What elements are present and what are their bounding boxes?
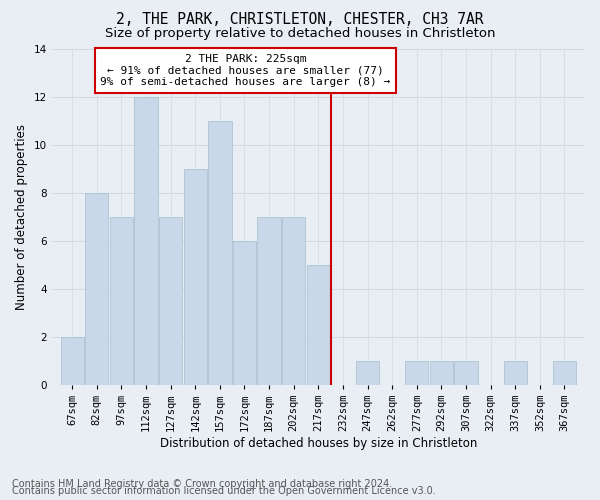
Bar bbox=[85, 193, 109, 385]
Text: Contains public sector information licensed under the Open Government Licence v3: Contains public sector information licen… bbox=[12, 486, 436, 496]
Bar bbox=[307, 265, 330, 385]
Text: 2 THE PARK: 225sqm
← 91% of detached houses are smaller (77)
9% of semi-detached: 2 THE PARK: 225sqm ← 91% of detached hou… bbox=[100, 54, 391, 87]
Bar bbox=[282, 217, 305, 385]
Bar bbox=[430, 361, 453, 385]
Bar bbox=[405, 361, 428, 385]
Bar bbox=[208, 121, 232, 385]
Bar bbox=[233, 241, 256, 385]
Y-axis label: Number of detached properties: Number of detached properties bbox=[15, 124, 28, 310]
Bar bbox=[134, 97, 158, 385]
Bar bbox=[257, 217, 281, 385]
Bar bbox=[110, 217, 133, 385]
Text: Contains HM Land Registry data © Crown copyright and database right 2024.: Contains HM Land Registry data © Crown c… bbox=[12, 479, 392, 489]
Bar bbox=[553, 361, 576, 385]
Text: Size of property relative to detached houses in Christleton: Size of property relative to detached ho… bbox=[105, 28, 495, 40]
Bar bbox=[356, 361, 379, 385]
Bar bbox=[454, 361, 478, 385]
Bar bbox=[159, 217, 182, 385]
Bar bbox=[61, 337, 84, 385]
Bar bbox=[503, 361, 527, 385]
Text: 2, THE PARK, CHRISTLETON, CHESTER, CH3 7AR: 2, THE PARK, CHRISTLETON, CHESTER, CH3 7… bbox=[116, 12, 484, 28]
Bar bbox=[184, 169, 207, 385]
X-axis label: Distribution of detached houses by size in Christleton: Distribution of detached houses by size … bbox=[160, 437, 477, 450]
